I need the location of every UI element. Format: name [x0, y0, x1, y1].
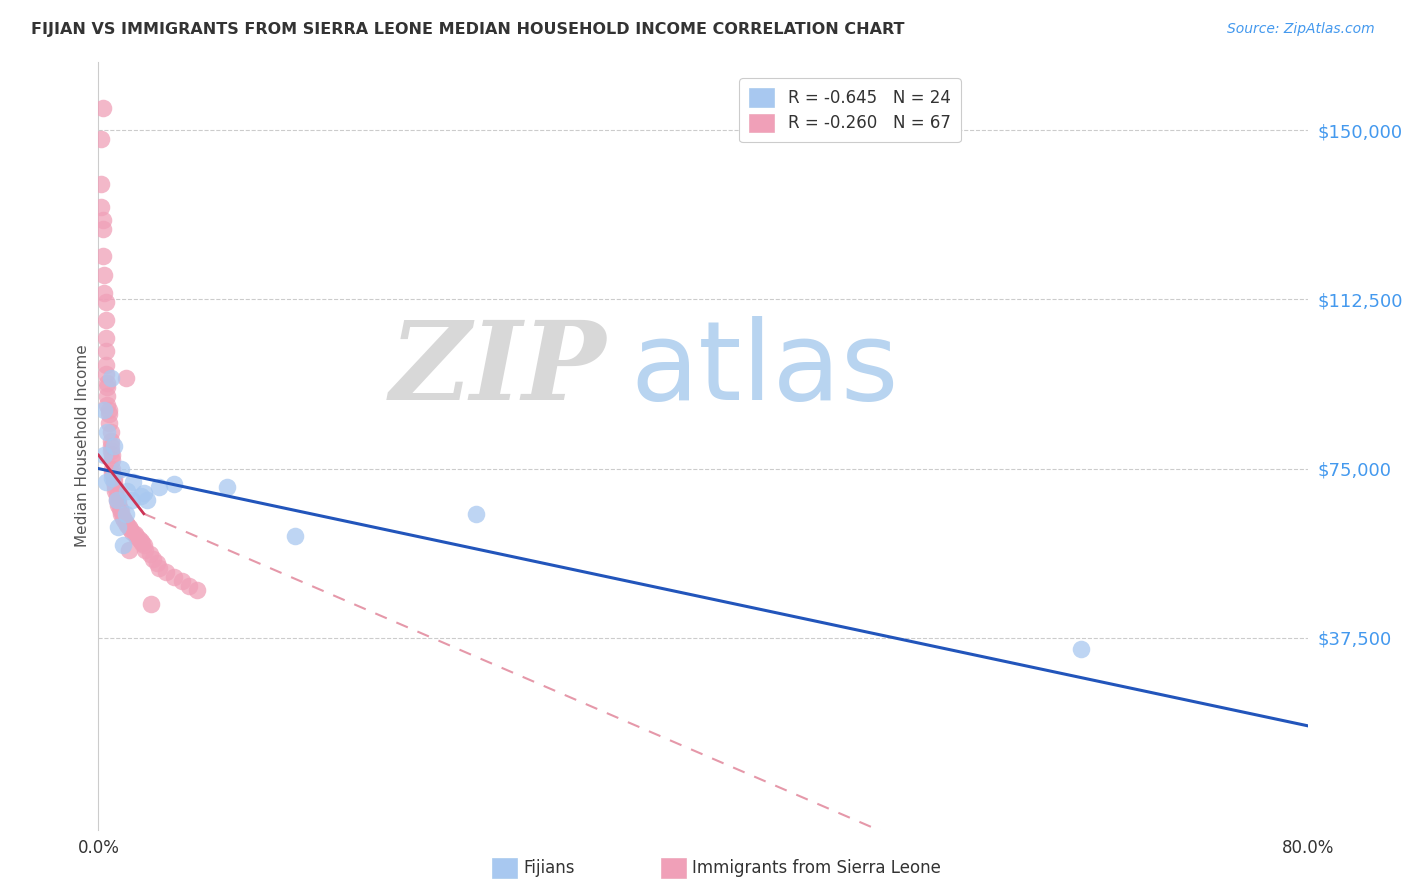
Point: [186, 583, 208, 598]
Point: [110, 507, 132, 521]
Point: [94, 358, 117, 372]
Point: [107, 495, 129, 509]
Point: [105, 493, 128, 508]
Point: [104, 480, 127, 494]
Point: [110, 504, 132, 518]
Point: [111, 538, 134, 552]
Point: [124, 527, 146, 541]
Point: [139, 547, 162, 561]
Point: [114, 516, 136, 530]
Point: [128, 532, 150, 546]
Point: [120, 523, 142, 537]
Y-axis label: Median Household Income: Median Household Income: [75, 344, 90, 548]
Point: [131, 536, 153, 550]
Point: [103, 439, 125, 453]
Point: [94, 475, 117, 489]
Text: Immigrants from Sierra Leone: Immigrants from Sierra Leone: [692, 859, 941, 877]
Point: [100, 371, 122, 385]
Point: [94, 344, 117, 359]
Point: [101, 470, 124, 484]
Point: [107, 520, 129, 534]
Point: [96, 425, 118, 440]
Text: atlas: atlas: [630, 316, 898, 423]
Point: [94, 312, 117, 326]
Point: [100, 439, 122, 453]
Point: [103, 470, 125, 484]
Point: [91, 250, 114, 264]
Point: [91, 213, 114, 227]
Point: [114, 371, 136, 385]
Text: FIJIAN VS IMMIGRANTS FROM SIERRA LEONE MEDIAN HOUSEHOLD INCOME CORRELATION CHART: FIJIAN VS IMMIGRANTS FROM SIERRA LEONE M…: [31, 22, 904, 37]
Point: [148, 480, 170, 494]
Point: [93, 403, 115, 417]
Point: [94, 331, 117, 345]
Legend: R = -0.645   N = 24, R = -0.260   N = 67: R = -0.645 N = 24, R = -0.260 N = 67: [740, 78, 960, 143]
Point: [98, 403, 121, 417]
Point: [94, 294, 117, 309]
Point: [105, 489, 128, 503]
Point: [142, 551, 165, 566]
Point: [96, 376, 118, 390]
Point: [108, 502, 131, 516]
Text: Fijians: Fijians: [523, 859, 575, 877]
Text: Source: ZipAtlas.com: Source: ZipAtlas.com: [1227, 22, 1375, 37]
Point: [148, 561, 170, 575]
Point: [115, 518, 138, 533]
Point: [132, 538, 155, 552]
Point: [115, 484, 138, 499]
Point: [132, 486, 155, 500]
Point: [91, 101, 114, 115]
Point: [104, 484, 127, 499]
Point: [179, 579, 201, 593]
Text: ZIP: ZIP: [389, 316, 606, 423]
Point: [94, 367, 117, 381]
Point: [91, 222, 114, 236]
Point: [112, 513, 135, 527]
Point: [163, 570, 186, 584]
Point: [90, 178, 112, 192]
Point: [101, 448, 124, 462]
Point: [163, 477, 186, 491]
Point: [114, 507, 136, 521]
Point: [107, 498, 129, 512]
Point: [129, 533, 152, 548]
Point: [110, 461, 132, 475]
Point: [134, 542, 156, 557]
Point: [465, 507, 488, 521]
Point: [146, 557, 169, 571]
Point: [93, 285, 115, 300]
Point: [141, 597, 163, 611]
Point: [122, 475, 145, 489]
Point: [118, 520, 141, 534]
Point: [100, 425, 122, 440]
Point: [215, 480, 238, 494]
Point: [1070, 642, 1092, 657]
Point: [100, 434, 122, 449]
Point: [98, 417, 121, 431]
Point: [125, 529, 148, 543]
Point: [93, 268, 115, 282]
Point: [100, 443, 122, 458]
Point: [96, 389, 118, 403]
Point: [135, 493, 157, 508]
Point: [129, 489, 152, 503]
Point: [96, 398, 118, 412]
Point: [98, 408, 121, 422]
Point: [96, 380, 118, 394]
Point: [111, 511, 134, 525]
Point: [90, 200, 112, 214]
Point: [101, 452, 124, 467]
Point: [101, 461, 124, 475]
Point: [118, 542, 141, 557]
Point: [101, 466, 124, 480]
Point: [170, 574, 193, 589]
Point: [284, 529, 307, 543]
Point: [103, 475, 125, 489]
Point: [93, 448, 115, 462]
Point: [90, 132, 112, 146]
Point: [121, 524, 143, 539]
Point: [105, 493, 128, 508]
Point: [155, 566, 177, 580]
Point: [121, 493, 143, 508]
